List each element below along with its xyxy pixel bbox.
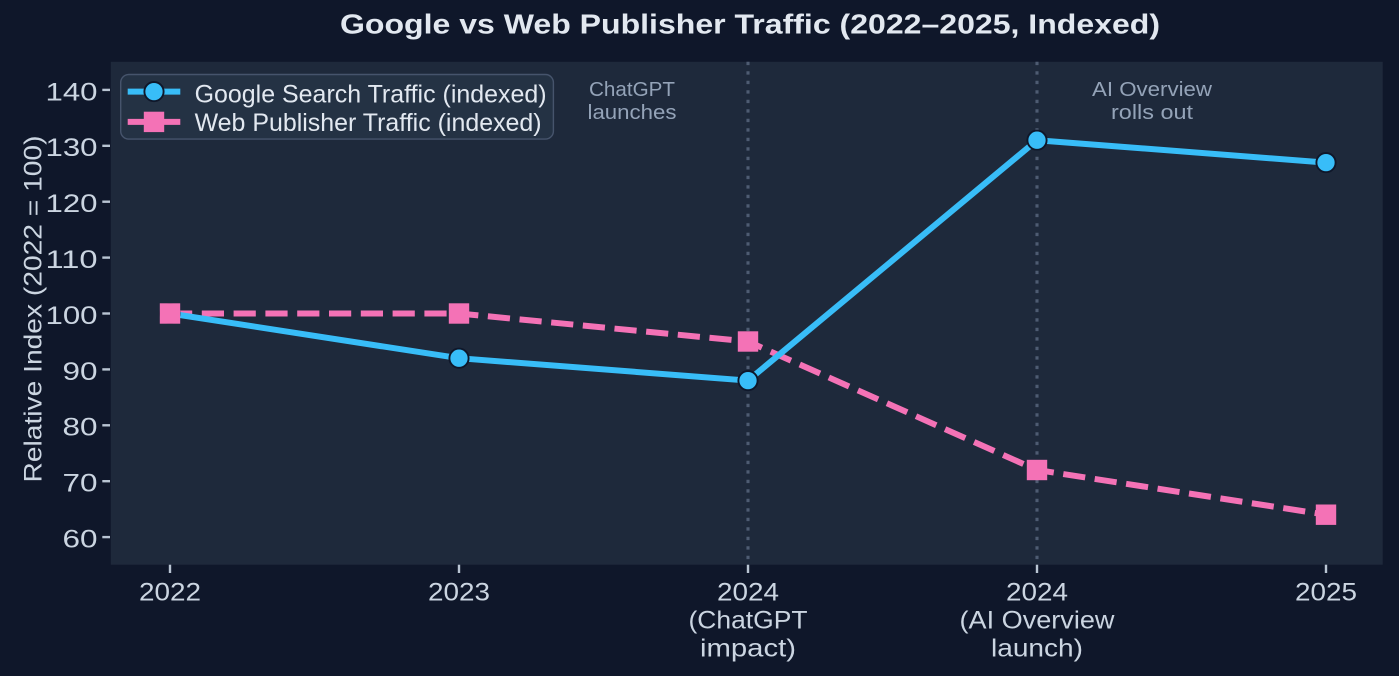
svg-text:Google Search Traffic (indexed: Google Search Traffic (indexed) (195, 80, 547, 108)
svg-text:2024: 2024 (1006, 579, 1068, 607)
svg-text:2024: 2024 (717, 579, 779, 607)
svg-text:2022: 2022 (139, 579, 201, 607)
svg-text:70: 70 (63, 470, 98, 498)
svg-text:130: 130 (46, 134, 98, 162)
svg-text:Google vs Web Publisher Traffi: Google vs Web Publisher Traffic (2022–20… (340, 9, 1160, 40)
svg-text:2023: 2023 (428, 579, 490, 607)
svg-text:100: 100 (46, 302, 98, 330)
svg-text:rolls out: rolls out (1111, 102, 1194, 124)
svg-text:120: 120 (46, 190, 98, 218)
svg-text:Relative Index (2022 = 100): Relative Index (2022 = 100) (20, 136, 48, 483)
svg-text:60: 60 (63, 526, 98, 554)
svg-text:(AI Overview: (AI Overview (960, 607, 1116, 635)
svg-text:Web Publisher Traffic (indexed: Web Publisher Traffic (indexed) (195, 109, 542, 137)
svg-text:80: 80 (63, 414, 98, 442)
svg-text:90: 90 (63, 358, 98, 386)
svg-text:AI Overview: AI Overview (1092, 79, 1213, 101)
svg-text:impact): impact) (700, 635, 796, 663)
svg-text:launch): launch) (991, 635, 1083, 663)
svg-text:2025: 2025 (1295, 579, 1357, 607)
svg-text:(ChatGPT: (ChatGPT (689, 607, 808, 635)
svg-text:110: 110 (46, 246, 98, 274)
svg-text:140: 140 (46, 78, 98, 106)
svg-text:launches: launches (588, 102, 677, 124)
svg-text:ChatGPT: ChatGPT (589, 79, 675, 101)
